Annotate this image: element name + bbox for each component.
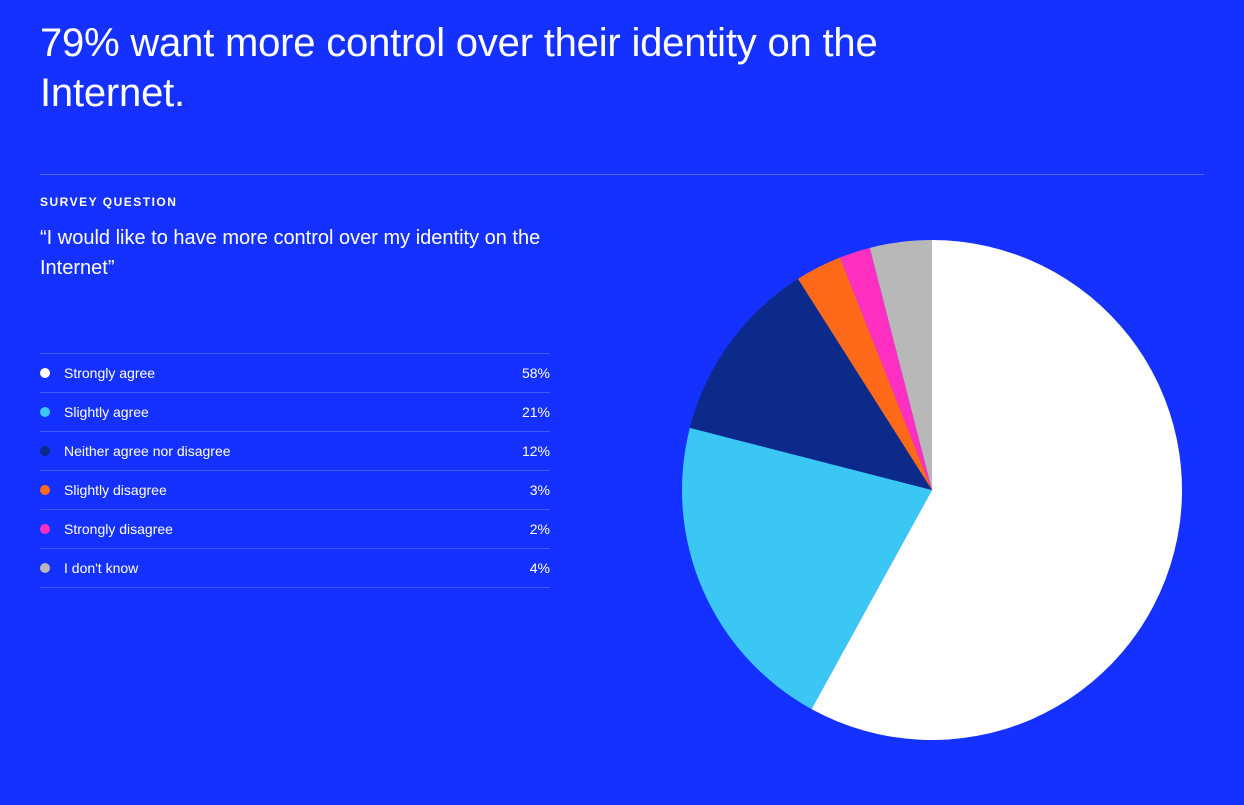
legend-swatch: [40, 407, 50, 417]
legend-row: Neither agree nor disagree 12%: [40, 431, 550, 470]
legend-swatch: [40, 368, 50, 378]
legend-swatch: [40, 485, 50, 495]
pie-chart: [672, 230, 1192, 790]
legend-value: 4%: [530, 560, 550, 576]
legend-value: 58%: [522, 365, 550, 381]
legend-label: Strongly disagree: [64, 521, 173, 537]
legend-label: Slightly disagree: [64, 482, 167, 498]
legend-label: I don't know: [64, 560, 138, 576]
legend-row: I don't know 4%: [40, 548, 550, 588]
legend-label: Neither agree nor disagree: [64, 443, 231, 459]
legend: Strongly agree 58% Slightly agree 21% Neithe…: [40, 353, 550, 588]
headline: 79% want more control over their identit…: [40, 18, 960, 118]
legend-swatch: [40, 563, 50, 573]
legend-swatch: [40, 524, 50, 534]
legend-swatch: [40, 446, 50, 456]
legend-label: Strongly agree: [64, 365, 155, 381]
survey-question: “I would like to have more control over …: [40, 223, 550, 283]
legend-value: 3%: [530, 482, 550, 498]
legend-value: 12%: [522, 443, 550, 459]
survey-label: SURVEY QUESTION: [40, 195, 550, 209]
legend-row: Strongly agree 58%: [40, 353, 550, 392]
legend-value: 2%: [530, 521, 550, 537]
legend-row: Slightly disagree 3%: [40, 470, 550, 509]
legend-label: Slightly agree: [64, 404, 149, 420]
legend-value: 21%: [522, 404, 550, 420]
legend-row: Strongly disagree 2%: [40, 509, 550, 548]
legend-row: Slightly agree 21%: [40, 392, 550, 431]
